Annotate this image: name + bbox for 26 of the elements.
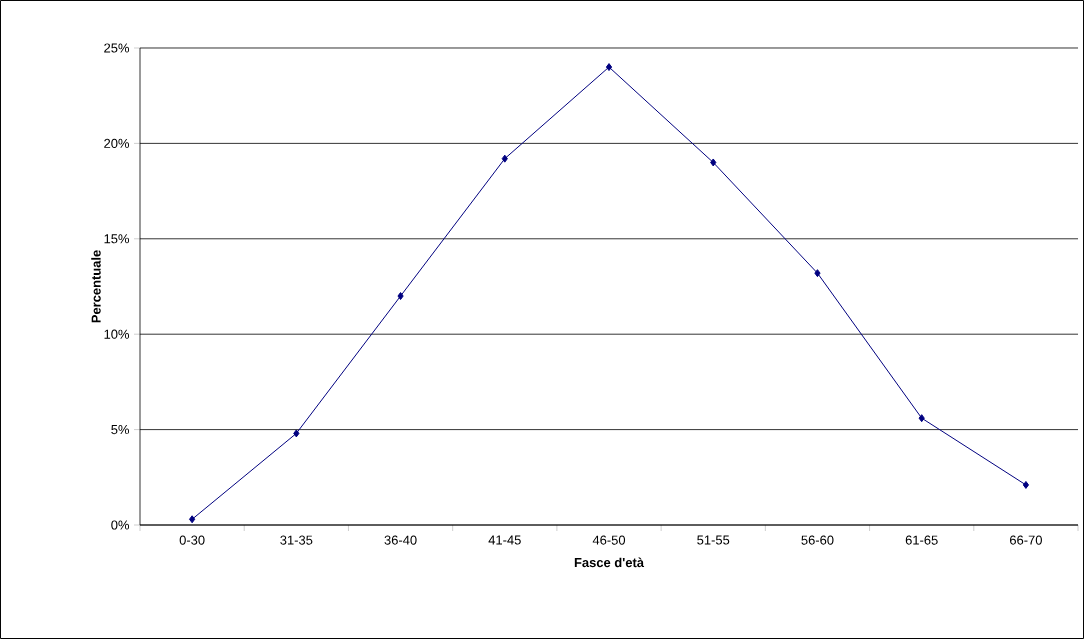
x-tick-label: 31-35 — [280, 535, 313, 545]
y-tick-label: 15% — [104, 234, 130, 244]
point — [710, 158, 717, 167]
y-tick-label: 0% — [111, 520, 130, 530]
x-tick-label: 51-55 — [697, 535, 730, 545]
x-tick-label: 61-65 — [905, 535, 938, 545]
x-axis-title: Fasce d'età — [574, 557, 645, 568]
y-tick-label: 5% — [111, 425, 130, 435]
y-tick-label: 10% — [104, 329, 130, 339]
x-tick-label: 41-45 — [488, 535, 521, 545]
x-tick-label: 56-60 — [801, 535, 834, 545]
point — [1022, 480, 1030, 489]
point — [397, 292, 404, 301]
y-axis-title: Percentuale — [91, 250, 101, 323]
point — [189, 515, 196, 524]
point — [918, 414, 925, 423]
point — [814, 269, 821, 278]
y-tick-label: 25% — [104, 43, 130, 53]
point — [293, 429, 300, 438]
point — [605, 63, 613, 72]
x-tick-label: 46-50 — [592, 535, 626, 545]
x-tick-label: 66-70 — [1010, 535, 1042, 545]
y-tick-label: 20% — [104, 138, 130, 148]
point — [501, 154, 508, 163]
x-tick-label: 0-30 — [179, 535, 205, 545]
x-tick-label: 36-40 — [384, 535, 417, 545]
